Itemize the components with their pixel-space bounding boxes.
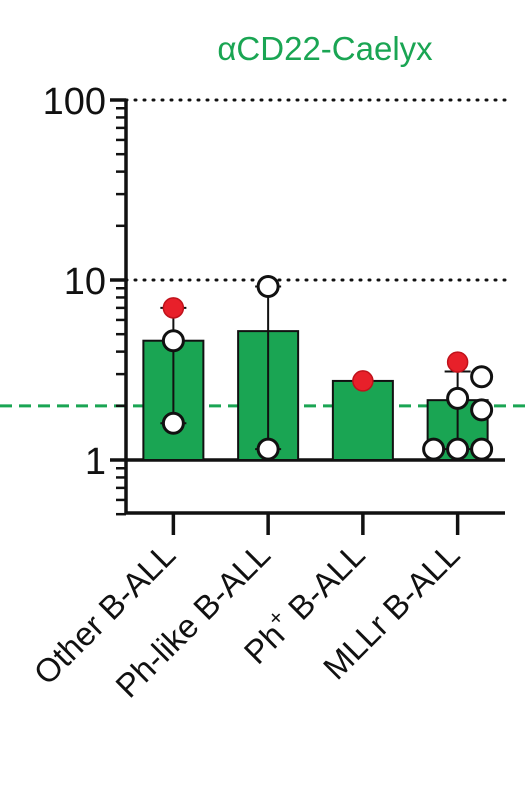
bar-3: [331, 379, 394, 461]
data-point-4-5: [446, 437, 470, 461]
data-points: [161, 275, 494, 461]
data-point-2-2: [256, 437, 280, 461]
data-point-2-1: [256, 275, 280, 299]
data-point-3-1: [352, 370, 374, 392]
x-ticks: [126, 511, 505, 535]
data-point-4-7: [422, 437, 446, 461]
data-point-4-3: [446, 386, 470, 410]
data-point-1-1: [162, 297, 185, 319]
chart-title: αCD22-Caelyx: [217, 30, 433, 67]
y-axis: 1 10 100: [43, 81, 128, 516]
data-point-4-4: [470, 398, 494, 422]
y-tick-label-100: 100: [43, 81, 106, 123]
data-point-1-2: [161, 329, 185, 353]
error-bars: [160, 285, 471, 451]
y-tick-label-1: 1: [85, 441, 106, 483]
data-point-4-1: [446, 351, 469, 373]
data-point-4-2: [470, 365, 494, 389]
y-tick-label-10: 10: [64, 261, 106, 303]
data-point-1-3: [161, 411, 185, 435]
data-point-4-6: [470, 437, 494, 461]
